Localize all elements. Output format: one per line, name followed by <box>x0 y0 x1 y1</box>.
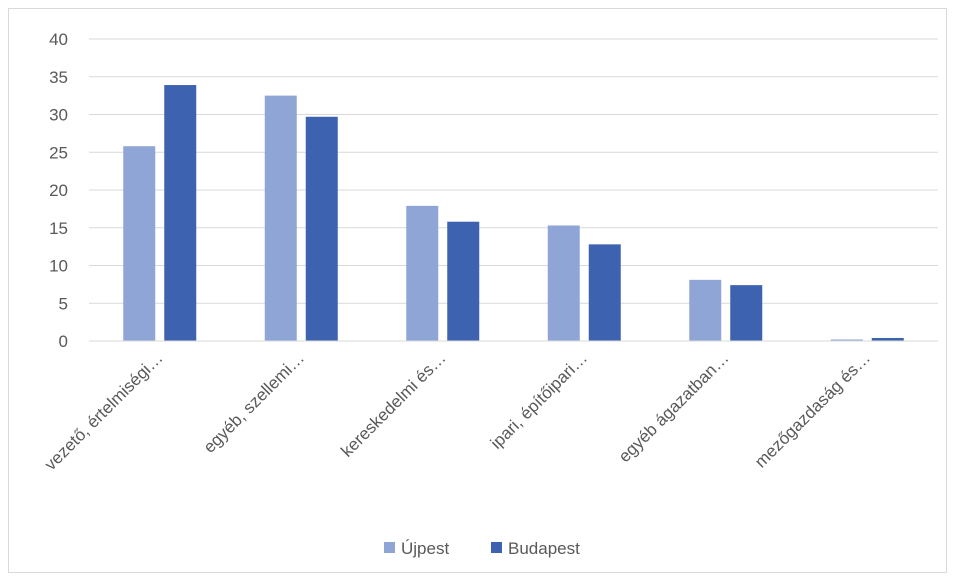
bar-budapest-2 <box>447 221 480 341</box>
legend-label: Újpest <box>401 539 449 558</box>
bars <box>123 85 904 342</box>
bar-újpest-2 <box>406 205 439 341</box>
y-tick-label: 5 <box>59 294 68 313</box>
x-tick-label: kereskedelmi és… <box>337 348 449 460</box>
bar-budapest-1 <box>305 116 338 341</box>
y-tick-label: 10 <box>49 257 68 276</box>
legend: Újpest Budapest <box>384 539 580 558</box>
y-tick-label: 20 <box>49 181 68 200</box>
x-tick-label: ipari, építőipari… <box>487 348 591 452</box>
x-tick-label: mezőgazdaság és… <box>751 348 874 471</box>
bar-újpest-1 <box>264 95 297 341</box>
x-tick-label: egyéb ágazatban… <box>615 348 733 466</box>
bar-budapest-3 <box>588 244 621 341</box>
bar-budapest-5 <box>871 337 904 341</box>
y-tick-label: 35 <box>49 68 68 87</box>
bar-újpest-0 <box>123 146 156 341</box>
legend-swatch-budapest <box>491 542 502 553</box>
y-axis-ticks: 0 5 10 15 20 25 30 35 40 <box>49 30 68 351</box>
bar-budapest-4 <box>730 285 763 341</box>
x-axis-ticks: vezető, értelmiségi… egyéb, szellemi… kere… <box>41 348 874 474</box>
x-tick-label: egyéb, szellemi… <box>200 348 308 456</box>
y-tick-label: 40 <box>49 30 68 49</box>
x-tick-label: vezető, értelmiségi… <box>41 348 167 474</box>
gridlines <box>89 38 938 304</box>
bar-újpest-3 <box>547 225 580 341</box>
bar-újpest-4 <box>689 279 722 341</box>
y-tick-label: 15 <box>49 219 68 238</box>
y-tick-label: 25 <box>49 143 68 162</box>
legend-label: Budapest <box>508 539 580 558</box>
y-tick-label: 0 <box>59 332 68 351</box>
legend-swatch-újpest <box>384 542 395 553</box>
bar-újpest-5 <box>830 339 863 341</box>
bar-budapest-0 <box>164 85 197 342</box>
y-tick-label: 30 <box>49 106 68 125</box>
